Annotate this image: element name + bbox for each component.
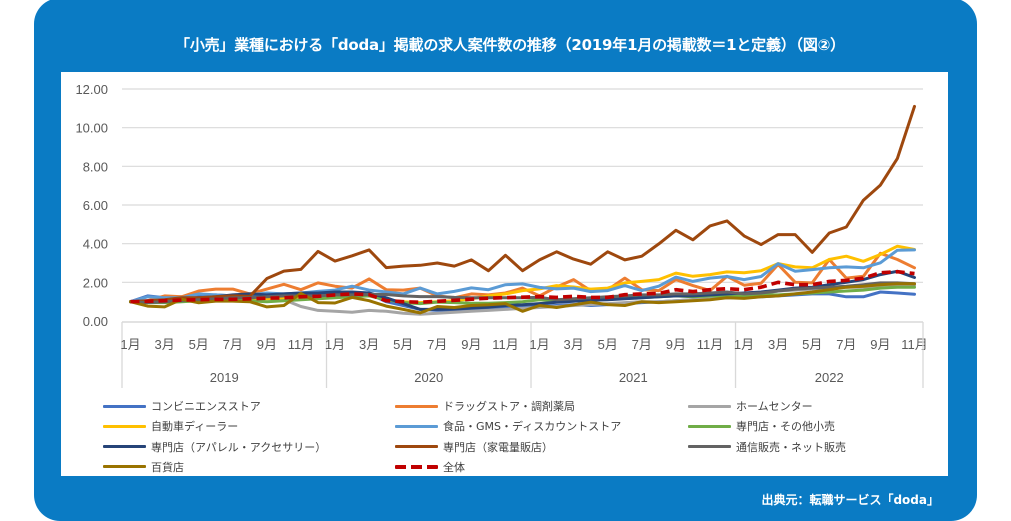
legend-item-food-gms-discount[interactable]: 食品・GMS・ディスカウントストア (395, 416, 688, 436)
legend-label: コンビニエンスストア (151, 400, 261, 413)
legend-label: ドラッグストア・調剤薬局 (443, 400, 575, 413)
legend-label: 専門店（家電量販店） (443, 440, 553, 454)
legend-label: 全体 (443, 460, 465, 474)
legend-swatch (103, 424, 146, 428)
legend-swatch (688, 404, 731, 408)
legend-item-specialty-apparel[interactable]: 専門店（アパレル・アクセサリー） (103, 437, 395, 457)
legend-item-car-dealer[interactable]: 自動車ディーラー (103, 416, 395, 436)
source-credit: 出典元：転職サービス「doda」 (761, 493, 939, 507)
legend-label: 専門店・その他小売 (736, 420, 835, 434)
legend-swatch (103, 404, 146, 408)
legend-item-mail-order-online[interactable]: 通信販売・ネット販売 (688, 437, 938, 457)
legend-label: 通信販売・ネット販売 (736, 440, 846, 454)
legend-label: 食品・GMS・ディスカウントストア (443, 420, 622, 434)
legend-item-department-store[interactable]: 百貨店 (103, 457, 395, 477)
legend-swatch (688, 424, 731, 428)
legend-swatch (395, 404, 438, 408)
legend-item-convenience-store[interactable]: コンビニエンスストア (103, 396, 395, 416)
legend-item-overall[interactable]: 全体 (395, 457, 688, 477)
legend-swatch (103, 465, 146, 469)
chart-title: 「小売」業種における「doda」掲載の求人案件数の推移（2019年1月の掲載数＝… (175, 36, 845, 54)
legend-swatch (395, 445, 438, 449)
legend-label: 専門店（アパレル・アクセサリー） (151, 440, 327, 454)
legend-label: 自動車ディーラー (151, 420, 239, 434)
legend-item-specialty-other[interactable]: 専門店・その他小売 (688, 416, 938, 436)
legend-label: ホームセンター (736, 400, 813, 413)
legend-item-specialty-electronics[interactable]: 専門店（家電量販店） (395, 437, 688, 457)
legend-item-drugstore[interactable]: ドラッグストア・調剤薬局 (395, 396, 688, 416)
legend-item-home-center[interactable]: ホームセンター (688, 396, 938, 416)
legend-swatch (103, 445, 146, 449)
legend-label: 百貨店 (151, 460, 184, 474)
legend-swatch (688, 445, 731, 449)
legend-swatch (395, 464, 438, 469)
chart-legend: コンビニエンスストア ドラッグストア・調剤薬局 ホームセンター 自動車ディーラー… (103, 396, 943, 477)
legend-swatch (395, 424, 438, 428)
